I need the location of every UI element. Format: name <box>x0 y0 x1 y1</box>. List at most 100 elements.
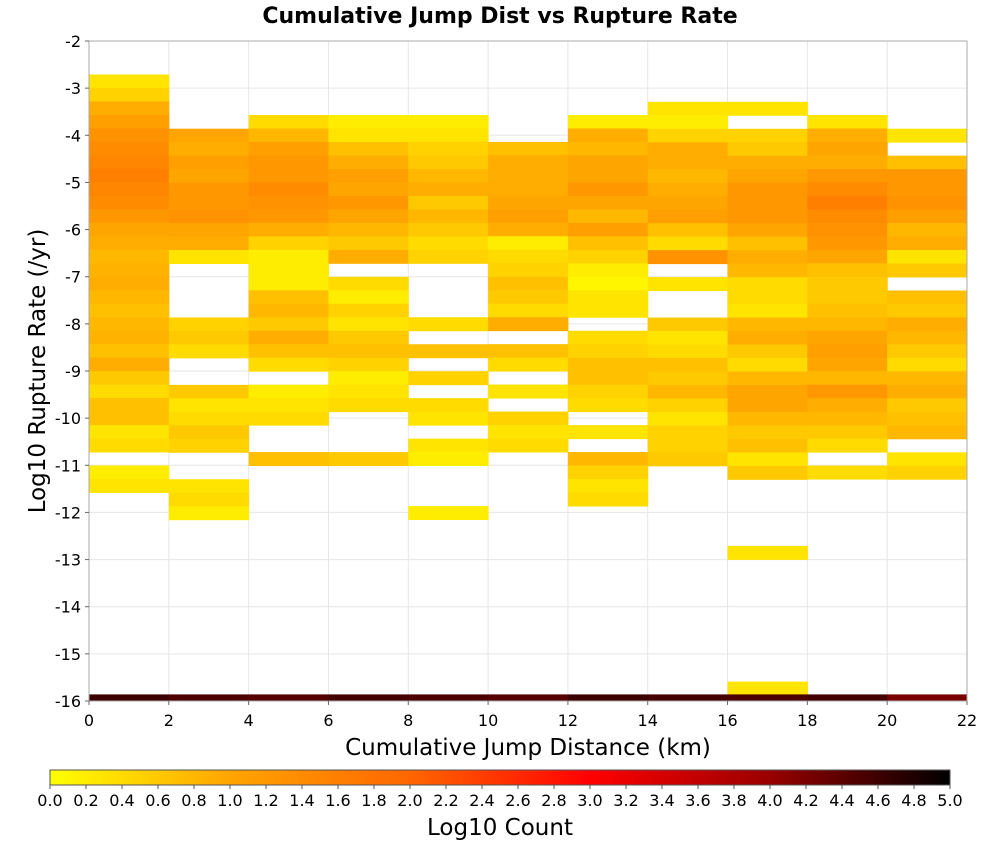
heatmap-cell <box>168 169 250 184</box>
heatmap-cell <box>488 694 569 701</box>
heatmap-cell <box>248 155 329 170</box>
heatmap-cell <box>727 371 808 386</box>
heatmap-cell <box>248 317 329 332</box>
heatmap-cell <box>248 236 329 251</box>
heatmap-cell <box>727 142 808 157</box>
heatmap-cell <box>807 155 888 170</box>
heatmap-cell <box>488 438 569 453</box>
y-axis-label: Log10 Rupture Rate (/yr) <box>25 229 51 514</box>
heatmap-cell <box>807 317 888 332</box>
heatmap-cell <box>328 290 409 305</box>
heatmap-cell <box>727 438 808 453</box>
heatmap-cell <box>328 694 409 701</box>
heatmap-cell <box>727 398 808 413</box>
heatmap-cell <box>408 506 489 520</box>
heatmap-cell <box>647 411 729 426</box>
heatmap-cell <box>328 317 409 332</box>
heatmap-cell <box>248 263 329 278</box>
heatmap-cell <box>408 249 489 264</box>
heatmap-cell <box>408 344 489 359</box>
heatmap-cell <box>168 142 250 157</box>
heatmap-cell <box>328 141 409 156</box>
heatmap-cell <box>488 155 569 170</box>
y-tick-label: -6 <box>65 221 81 240</box>
y-tick-label: -14 <box>55 598 81 617</box>
heatmap-cell <box>168 694 250 701</box>
colorbar-tick-label: 0.2 <box>73 791 98 810</box>
heatmap-cell <box>887 250 968 265</box>
heatmap-cell <box>328 155 409 170</box>
heatmap-cell <box>887 357 968 372</box>
heatmap-cell <box>408 182 489 197</box>
heatmap-cell <box>328 236 409 251</box>
x-axis-label: Cumulative Jump Distance (km) <box>345 735 711 761</box>
heatmap-cell <box>168 155 250 170</box>
heatmap-cell <box>887 694 968 701</box>
heatmap-cell <box>248 344 329 359</box>
heatmap-cell <box>727 452 808 467</box>
colorbar-tick-label: 1.0 <box>217 791 242 810</box>
heatmap-cell <box>248 195 329 210</box>
colorbar-tick-label: 4.4 <box>829 791 854 810</box>
heatmap-cell <box>408 371 489 386</box>
chart-title: Cumulative Jump Dist vs Rupture Rate <box>262 4 737 29</box>
heatmap-cell <box>89 344 170 359</box>
heatmap-cell <box>727 196 808 211</box>
x-axis-ticks: 0 2 4 6 8 10 12 14 16 18 20 22 <box>84 701 977 730</box>
heatmap-cell <box>168 506 250 521</box>
heatmap-cell <box>408 411 489 426</box>
heatmap-cell <box>887 128 968 143</box>
heatmap-cell <box>727 128 808 143</box>
heatmap-cell <box>89 168 170 183</box>
heatmap-cell <box>408 452 489 467</box>
heatmap-cell <box>408 195 489 210</box>
heatmap-cell <box>647 182 729 197</box>
heatmap-cell <box>807 357 888 372</box>
heatmap-cell <box>807 330 888 345</box>
heatmap-cell <box>89 182 170 197</box>
heatmap-cell <box>328 452 409 467</box>
heatmap-cell <box>168 384 250 399</box>
heatmap-cell <box>248 290 329 305</box>
heatmap-cell <box>887 169 968 184</box>
heatmap-cell <box>328 371 409 386</box>
heatmap-cell <box>328 195 409 210</box>
x-tick-label: 4 <box>244 711 254 730</box>
heatmap-cell <box>567 465 649 480</box>
colorbar-tick-label: 2.0 <box>397 791 422 810</box>
heatmap-cell <box>168 250 250 265</box>
x-tick-label: 12 <box>558 711 578 730</box>
heatmap-cell <box>328 249 409 264</box>
heatmap-cell <box>887 398 968 413</box>
heatmap-cell <box>248 168 329 183</box>
heatmap-cell <box>567 141 649 156</box>
x-tick-label: 10 <box>478 711 498 730</box>
heatmap-cell <box>807 425 888 440</box>
heatmap-cell <box>887 290 968 305</box>
heatmap-cell <box>807 249 888 264</box>
x-tick-label: 14 <box>638 711 658 730</box>
heatmap-cell <box>168 209 250 224</box>
heatmap-cell <box>408 694 489 701</box>
heatmap-cell <box>727 236 808 251</box>
heatmap-cell <box>408 155 489 170</box>
heatmap-cell <box>887 425 968 440</box>
heatmap-cell <box>328 209 409 224</box>
heatmap-cell <box>807 398 888 413</box>
heatmap-cell <box>89 438 170 453</box>
heatmap-cell <box>408 209 489 224</box>
heatmap-cell <box>887 196 968 211</box>
heatmap-cell <box>647 142 729 157</box>
heatmap-cell <box>567 209 649 224</box>
colorbar-tick-label: 4.6 <box>865 791 890 810</box>
y-tick-label: -2 <box>65 32 81 51</box>
heatmap-cell <box>488 425 569 440</box>
heatmap-cell <box>807 303 888 318</box>
heatmap-cell <box>807 344 888 359</box>
heatmap-cell <box>567 222 649 237</box>
colorbar-tick-label: 3.4 <box>649 791 674 810</box>
heatmap-cell <box>248 452 329 467</box>
colorbar-tick-label: 1.8 <box>361 791 386 810</box>
y-tick-label: -16 <box>55 692 81 711</box>
heatmap-cell <box>248 330 329 345</box>
